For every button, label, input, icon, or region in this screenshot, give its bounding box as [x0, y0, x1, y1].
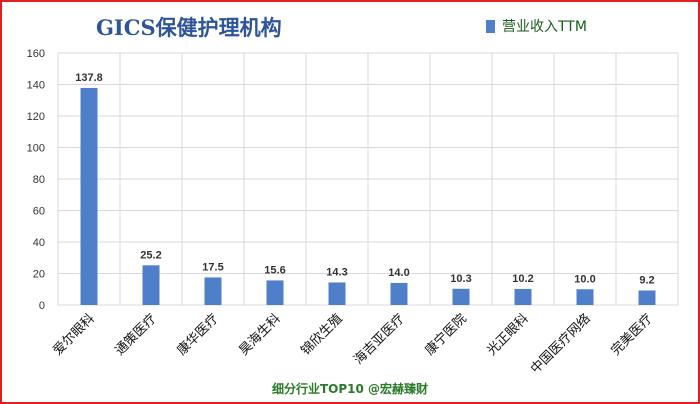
- x-tick-label: 海吉亚医疗: [351, 311, 408, 368]
- legend: 营业收入TTM: [486, 16, 587, 36]
- bar: [576, 289, 594, 305]
- data-label: 137.8: [75, 72, 103, 84]
- bar: [266, 280, 284, 305]
- y-tick-label: 40: [33, 237, 45, 249]
- x-tick-label: 通策医疗: [112, 311, 160, 359]
- y-tick-label: 60: [33, 206, 45, 218]
- data-label: 10.3: [450, 273, 471, 285]
- x-tick-label: 中国医疗网络: [527, 311, 593, 377]
- data-label: 14.0: [388, 267, 409, 279]
- data-label: 25.2: [140, 249, 161, 261]
- bar: [328, 282, 346, 305]
- legend-label: 营业收入TTM: [502, 19, 587, 35]
- bar: [390, 282, 408, 305]
- data-label: 10.2: [512, 273, 533, 285]
- data-label: 9.2: [639, 275, 654, 287]
- x-tick-label: 康华医疗: [174, 311, 222, 359]
- x-tick-label: 康宁医院: [422, 311, 470, 359]
- bar: [204, 277, 222, 305]
- data-label: 15.6: [264, 264, 285, 276]
- data-label: 14.3: [326, 266, 347, 278]
- bar: [452, 288, 470, 305]
- x-tick-label: 昊海生科: [236, 311, 283, 358]
- y-tick-label: 0: [39, 300, 45, 312]
- footer-note: 细分行业TOP10 @宏赫臻财: [271, 382, 429, 396]
- data-label: 10.0: [574, 273, 595, 285]
- legend-swatch: [486, 19, 495, 33]
- y-tick-label: 80: [33, 174, 45, 186]
- x-tick-label: 爱尔眼科: [50, 311, 97, 358]
- y-tick-label: 140: [27, 80, 45, 92]
- x-tick-label: 完美医疗: [608, 311, 655, 358]
- bar: [80, 87, 98, 305]
- x-tick-label: 光正眼科: [484, 311, 531, 358]
- bar: [142, 265, 160, 305]
- bar: [638, 290, 656, 305]
- data-label: 17.5: [202, 261, 223, 273]
- chart-title: GICS保健护理机构: [96, 15, 282, 40]
- x-tick-label: 锦欣生殖: [298, 311, 346, 359]
- bar: [514, 288, 532, 305]
- y-tick-label: 160: [27, 48, 45, 60]
- y-tick-label: 20: [33, 269, 45, 281]
- y-tick-label: 100: [27, 143, 45, 155]
- y-tick-label: 120: [27, 111, 45, 123]
